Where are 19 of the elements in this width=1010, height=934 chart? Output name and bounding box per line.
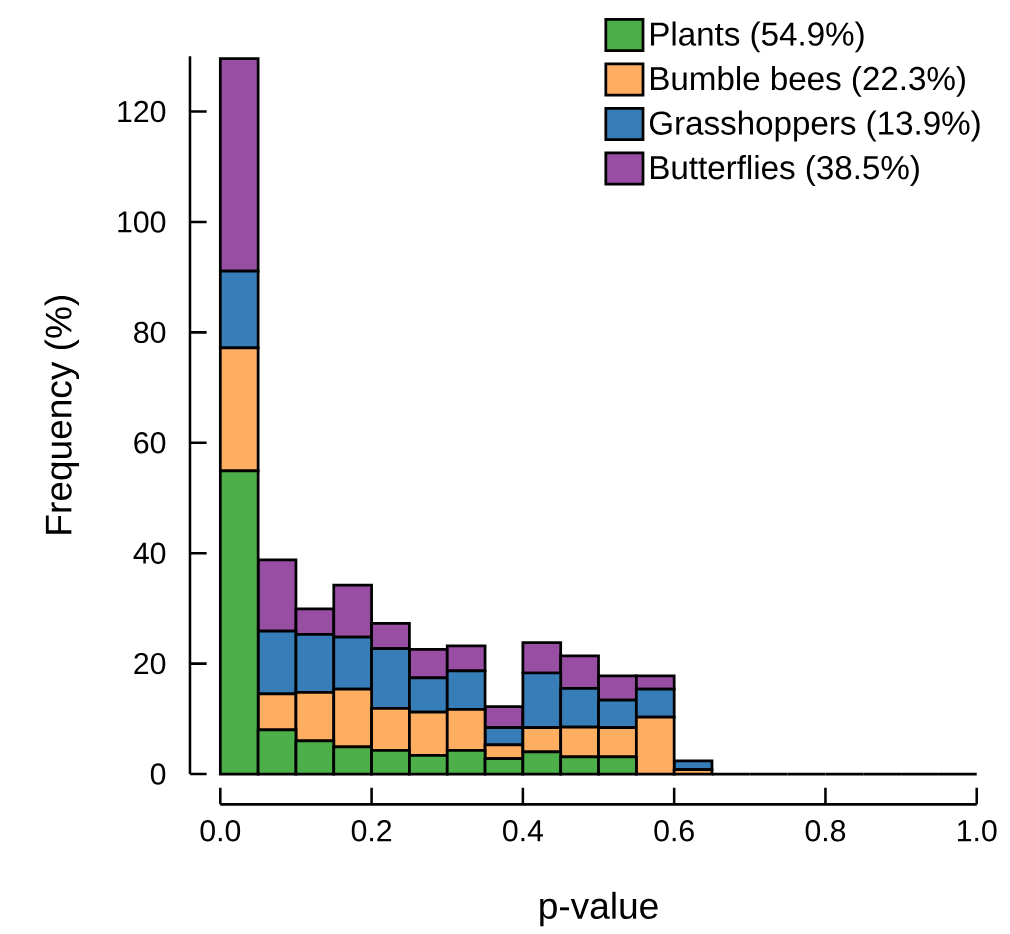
y-tick-label: 120 [118, 101, 166, 123]
x-tick-label: 0.0 [200, 820, 241, 842]
y-tick-label: 0 [150, 763, 166, 785]
x-tick-label: 1.0 [958, 820, 997, 842]
legend-label: Plants (54.9%) [650, 21, 864, 53]
legend-label: Grasshoppers (13.9%) [649, 110, 980, 142]
y-tick-label: 80 [134, 321, 166, 344]
legend-label: Butterflies (38.5%) [650, 155, 919, 187]
x-tick-label: 0.8 [805, 820, 846, 842]
y-tick-label: 20 [134, 653, 166, 675]
y-axis-title: Frequency (%) [44, 296, 80, 534]
x-tick-label: 0.4 [503, 820, 544, 842]
y-tick-label: 100 [118, 211, 166, 233]
x-axis-title: p-value [540, 892, 658, 927]
x-tick-label: 0.2 [351, 820, 392, 842]
x-tick-label: 0.6 [654, 820, 694, 842]
legend-label: Bumble bees (22.3%) [650, 66, 965, 98]
y-tick-label: 40 [133, 542, 166, 565]
y-tick-label: 60 [134, 432, 166, 454]
